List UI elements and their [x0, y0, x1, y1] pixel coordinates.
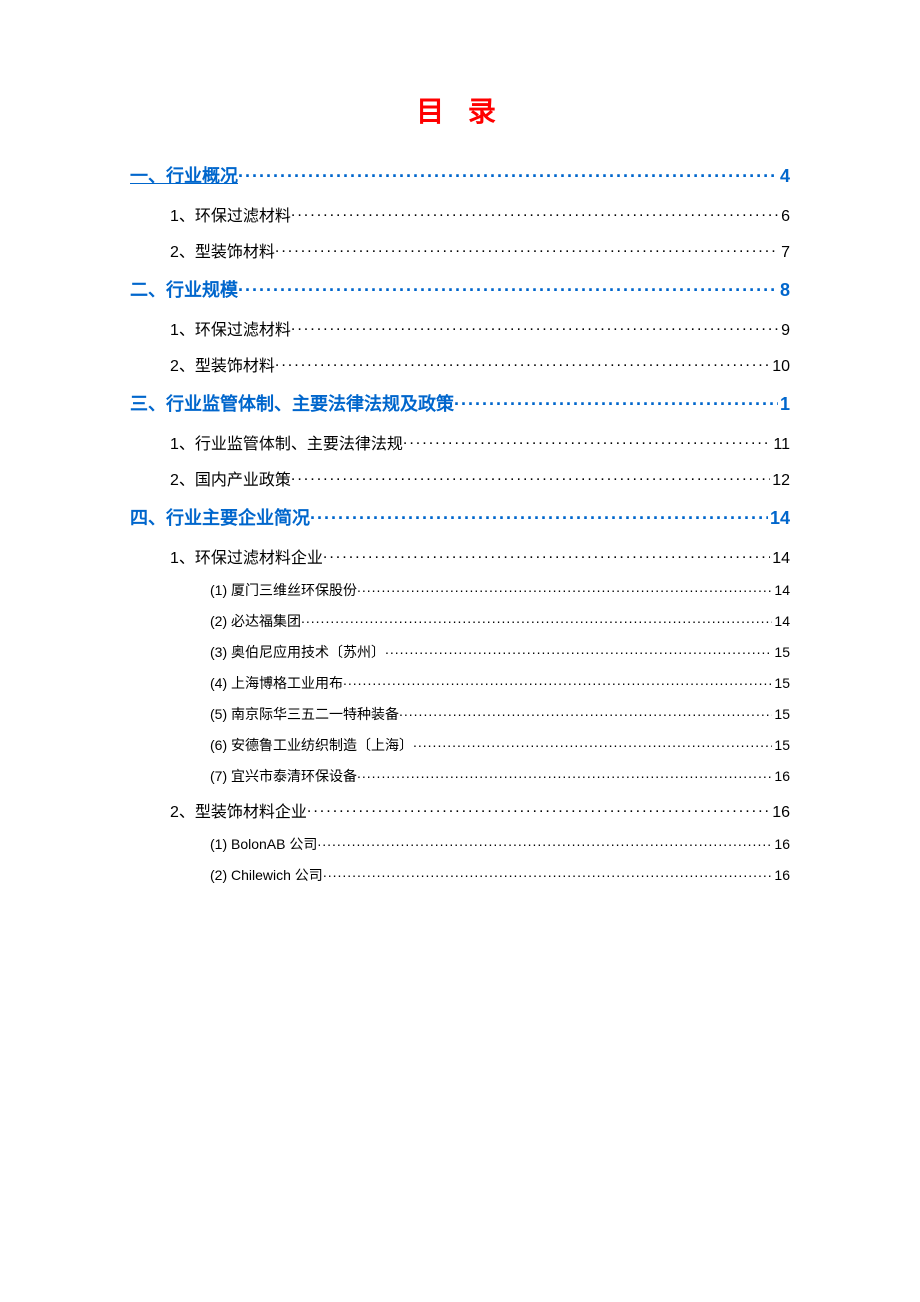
toc-entry-level1[interactable]: 四、行业主要企业简况 14 [130, 504, 790, 530]
toc-entry-level3: (2) 必达福集团 14 [130, 611, 790, 631]
toc-leader-dots [238, 164, 778, 182]
toc-leader-dots [357, 581, 772, 595]
toc-entry-label: (2) 必达福集团 [210, 611, 301, 631]
toc-entry-level1[interactable]: 三、行业监管体制、主要法律法规及政策 1 [130, 390, 790, 416]
toc-leader-dots [275, 355, 770, 371]
toc-leader-dots [399, 705, 772, 719]
toc-entry-page: 15 [772, 706, 790, 722]
toc-entry-label: (2) Chilewich 公司 [210, 865, 323, 885]
toc-leader-dots [317, 835, 772, 849]
toc-entry-label: 2、型装饰材料 [170, 238, 275, 262]
toc-entry-level2: 1、环保过滤材料 9 [130, 316, 790, 340]
toc-entry-level3: (7) 宜兴市泰清环保设备 16 [130, 766, 790, 786]
toc-entry-level3: (1) BolonAB 公司 16 [130, 834, 790, 854]
toc-entry-page: 9 [779, 322, 790, 340]
toc-title: 目 录 [130, 90, 790, 130]
toc-entry-label: (3) 奥伯尼应用技术〔苏州〕 [210, 642, 385, 662]
toc-entry-label: 一、行业概况 [130, 162, 238, 188]
toc-leader-dots [307, 801, 770, 817]
toc-leader-dots [323, 547, 770, 563]
toc-leader-dots [238, 278, 778, 296]
toc-entry-label: 1、环保过滤材料企业 [170, 544, 323, 568]
toc-entry-page: 14 [772, 613, 790, 629]
toc-entry-label: 1、环保过滤材料 [170, 316, 291, 340]
toc-entry-page: 4 [778, 166, 790, 187]
toc-entry-level3: (4) 上海博格工业用布 15 [130, 673, 790, 693]
toc-entry-label: (1) BolonAB 公司 [210, 834, 317, 854]
toc-entry-level3: (5) 南京际华三五二一特种装备 15 [130, 704, 790, 724]
toc-list: 一、行业概况 4 1、环保过滤材料 6 2、型装饰材料 7 二、行业规模 8 1、环保过滤材料 9… [130, 162, 790, 885]
toc-leader-dots [323, 866, 773, 880]
toc-entry-level2: 2、型装饰材料企业 16 [130, 798, 790, 822]
toc-entry-label: 2、国内产业政策 [170, 466, 291, 490]
toc-leader-dots [301, 612, 772, 626]
toc-leader-dots [291, 469, 770, 485]
toc-entry-level2: 1、行业监管体制、主要法律法规 11 [130, 430, 790, 454]
toc-entry-page: 16 [772, 768, 790, 784]
toc-entry-level1[interactable]: 一、行业概况 4 [130, 162, 790, 188]
toc-entry-page: 16 [772, 867, 790, 883]
toc-entry-page: 15 [772, 675, 790, 691]
toc-entry-label: (1) 厦门三维丝环保股份 [210, 580, 357, 600]
toc-entry-page: 1 [778, 394, 790, 415]
toc-entry-page: 8 [778, 280, 790, 301]
toc-entry-level2: 1、环保过滤材料企业 14 [130, 544, 790, 568]
toc-leader-dots [343, 674, 772, 688]
toc-entry-level3: (2) Chilewich 公司 16 [130, 865, 790, 885]
toc-entry-page: 15 [772, 644, 790, 660]
toc-entry-level3: (6) 安德鲁工业纺织制造〔上海〕 15 [130, 735, 790, 755]
toc-leader-dots [291, 319, 779, 335]
toc-leader-dots [291, 205, 779, 221]
toc-leader-dots [310, 506, 768, 524]
toc-entry-label: (7) 宜兴市泰清环保设备 [210, 766, 357, 786]
toc-entry-page: 14 [770, 550, 790, 568]
toc-entry-page: 16 [772, 836, 790, 852]
toc-entry-page: 10 [770, 358, 790, 376]
toc-leader-dots [413, 736, 772, 750]
toc-entry-level3: (1) 厦门三维丝环保股份 14 [130, 580, 790, 600]
toc-entry-label: 2、型装饰材料 [170, 352, 275, 376]
toc-entry-page: 7 [779, 244, 790, 262]
toc-entry-label: 1、环保过滤材料 [170, 202, 291, 226]
toc-entry-label: 2、型装饰材料企业 [170, 798, 307, 822]
toc-entry-label: 四、行业主要企业简况 [130, 504, 310, 530]
toc-entry-page: 14 [772, 582, 790, 598]
toc-entry-label: 二、行业规模 [130, 276, 238, 302]
toc-leader-dots [275, 241, 779, 257]
toc-entry-page: 15 [772, 737, 790, 753]
toc-entry-level3: (3) 奥伯尼应用技术〔苏州〕 15 [130, 642, 790, 662]
toc-entry-page: 14 [768, 508, 790, 529]
toc-entry-label: (6) 安德鲁工业纺织制造〔上海〕 [210, 735, 413, 755]
toc-entry-level2: 1、环保过滤材料 6 [130, 202, 790, 226]
toc-entry-label: (4) 上海博格工业用布 [210, 673, 343, 693]
toc-entry-level2: 2、型装饰材料 10 [130, 352, 790, 376]
toc-entry-level1[interactable]: 二、行业规模 8 [130, 276, 790, 302]
toc-leader-dots [385, 643, 772, 657]
toc-leader-dots [403, 433, 771, 449]
toc-entry-page: 11 [771, 436, 790, 454]
toc-leader-dots [454, 392, 778, 410]
toc-entry-label: 三、行业监管体制、主要法律法规及政策 [130, 390, 454, 416]
toc-entry-level2: 2、国内产业政策 12 [130, 466, 790, 490]
toc-entry-page: 12 [770, 472, 790, 490]
toc-entry-page: 16 [770, 804, 790, 822]
toc-entry-label: 1、行业监管体制、主要法律法规 [170, 430, 403, 454]
toc-entry-label: (5) 南京际华三五二一特种装备 [210, 704, 399, 724]
toc-leader-dots [357, 767, 772, 781]
toc-entry-level2: 2、型装饰材料 7 [130, 238, 790, 262]
toc-entry-page: 6 [779, 208, 790, 226]
